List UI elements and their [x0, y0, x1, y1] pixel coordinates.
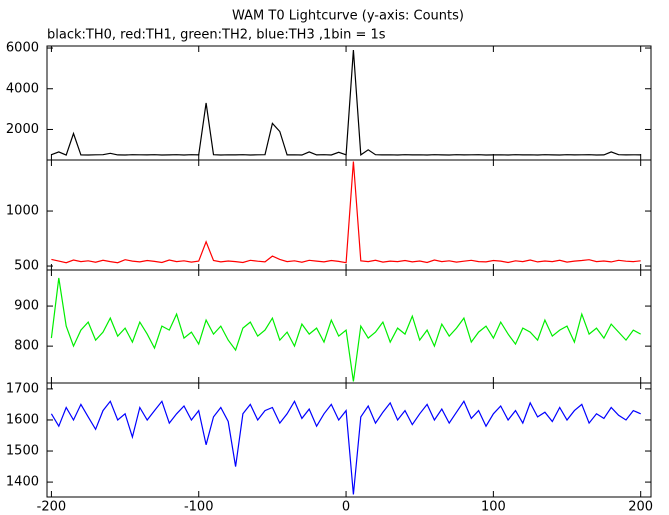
- y-tick-label: 500: [14, 259, 39, 274]
- chart-subtitle: black:TH0, red:TH1, green:TH2, blue:TH3 …: [47, 28, 386, 43]
- panel-frame: [46, 382, 652, 498]
- y-tick-label: 1400: [6, 475, 39, 490]
- y-tick-label: 1700: [6, 381, 39, 396]
- y-tick-label: 800: [14, 339, 39, 354]
- x-tick-label: 200: [628, 500, 653, 515]
- y-tick-label: 6000: [6, 41, 39, 56]
- x-tick-label: 0: [342, 500, 350, 515]
- y-tick-label: 4000: [6, 81, 39, 96]
- panel-frame: [46, 45, 652, 161]
- light-curve: [51, 161, 641, 264]
- y-tick-label: 2000: [6, 122, 39, 137]
- light-curve: [50, 277, 641, 382]
- y-tick-label: 1500: [6, 444, 39, 459]
- x-tick-label: -200: [37, 500, 67, 515]
- light-curve: [51, 50, 641, 156]
- y-tick-label: 1000: [6, 204, 39, 219]
- y-tick-label: 900: [14, 299, 39, 314]
- light-curve: [50, 399, 641, 495]
- y-tick-label: 1600: [6, 412, 39, 427]
- x-tick-label: -100: [184, 500, 214, 515]
- x-tick-label: 100: [481, 500, 506, 515]
- chart-title: WAM T0 Lightcurve (y-axis: Counts): [232, 9, 464, 24]
